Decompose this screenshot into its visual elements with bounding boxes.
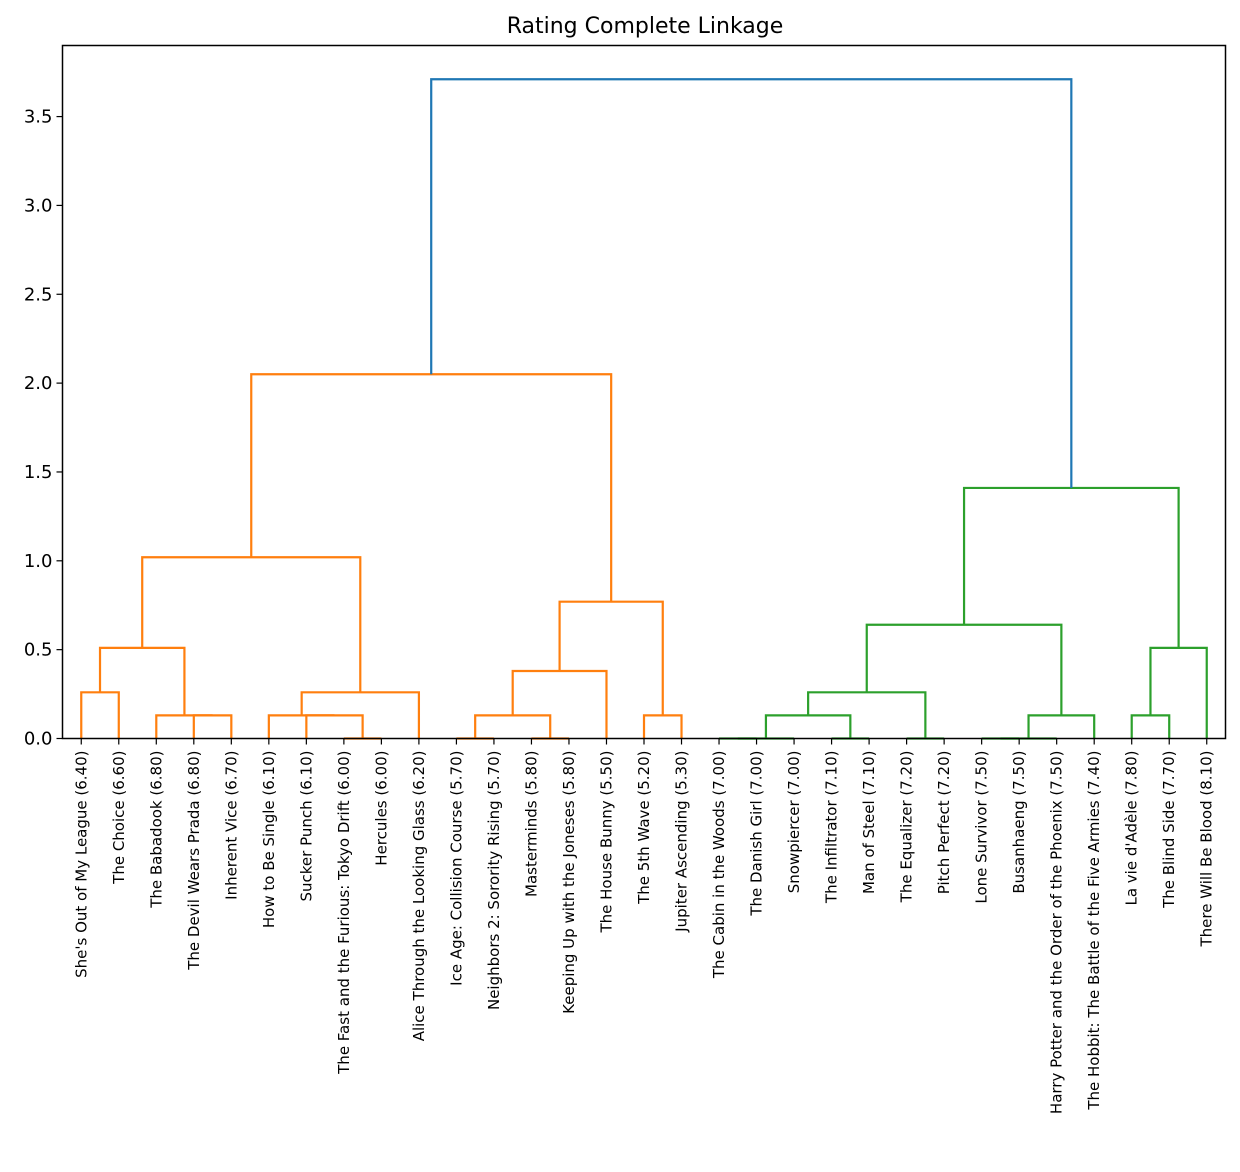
leaf-label: Pitch Perfect (7.20) <box>935 751 953 895</box>
y-tick-label: 1.5 <box>24 462 53 483</box>
x-axis-leaf-labels: She's Out of My League (6.40) The Choice … <box>72 738 1216 1115</box>
y-tick-label: 0.5 <box>24 640 53 661</box>
leaf-label: The Hobbit: The Battle of the Five Armie… <box>1085 751 1103 1111</box>
leaf-label: She's Out of My League (6.40) <box>72 751 90 978</box>
y-tick-label: 2.5 <box>24 284 53 305</box>
leaf-label: Harry Potter and the Order of the Phoeni… <box>1048 751 1066 1115</box>
leaf-label: Snowpiercer (7.00) <box>785 751 803 894</box>
leaf-label: The 5th Wave (5.20) <box>635 751 653 905</box>
leaf-label: The Fast and the Furious: Tokyo Drift (6… <box>335 751 353 1075</box>
y-tick-label: 2.0 <box>24 373 53 394</box>
leaf-label: The Choice (6.60) <box>110 751 128 885</box>
dendrogram-link <box>430 78 1073 488</box>
leaf-label: Inherent Vice (6.70) <box>222 751 240 900</box>
leaf-label: Alice Through the Looking Glass (6.20) <box>410 751 428 1042</box>
dendrogram-link <box>1149 646 1208 739</box>
dendrogram-links <box>80 78 1208 740</box>
dendrogram-link <box>962 486 1180 648</box>
dendrogram-link <box>474 714 552 739</box>
y-axis: 0.0 0.5 1.0 1.5 2.0 2.5 3.0 3.5 <box>24 107 63 750</box>
leaf-label: Lone Survivor (7.50) <box>973 751 991 904</box>
dendrogram-link <box>98 646 186 716</box>
leaf-label: Ice Age: Collision Course (5.70) <box>447 751 465 986</box>
y-tick-label: 3.5 <box>24 107 53 128</box>
leaf-label: The Blind Side (7.70) <box>1160 751 1178 909</box>
leaf-label: La vie d'Adèle (7.80) <box>1123 751 1141 906</box>
leaf-label: The Danish Girl (7.00) <box>748 751 766 917</box>
dendrogram-link <box>1130 714 1171 739</box>
leaf-label: Masterminds (5.80) <box>522 751 540 897</box>
leaf-label: Keeping Up with the Joneses (5.80) <box>560 751 578 1014</box>
leaf-label: Hercules (6.00) <box>372 751 390 866</box>
dendrogram-link <box>764 714 852 739</box>
leaf-label: The Cabin in the Woods (7.00) <box>710 751 728 980</box>
dendrogram-link <box>141 556 362 693</box>
leaf-label: How to Be Single (6.10) <box>260 751 278 929</box>
leaf-label: The Babadook (6.80) <box>147 751 165 909</box>
dendrogram-link <box>267 714 335 739</box>
dendrogram-link <box>511 669 608 739</box>
dendrogram-link <box>155 714 213 739</box>
dendrogram-link <box>558 600 664 716</box>
leaf-label: Sucker Punch (6.10) <box>297 751 315 902</box>
leaf-label: The Devil Wears Prada (6.80) <box>185 751 203 971</box>
dendrogram-link <box>1027 714 1096 739</box>
leaf-label: Neighbors 2: Sorority Rising (5.70) <box>485 751 503 1011</box>
leaf-label: There Will Be Blood (8.10) <box>1198 751 1216 948</box>
leaf-label: The Equalizer (7.20) <box>898 751 916 904</box>
leaf-label: Jupiter Ascending (5.30) <box>673 751 691 933</box>
dendrogram-link <box>305 714 364 739</box>
dendrogram-link <box>80 691 120 739</box>
dendrogram-link <box>865 623 1063 716</box>
plot-frame <box>61 44 1227 740</box>
y-tick-label: 3.0 <box>24 195 53 216</box>
y-tick-label: 1.0 <box>24 551 53 572</box>
dendrogram-link <box>250 373 613 602</box>
dendrogram-link <box>642 714 683 739</box>
leaf-label: Man of Steel (7.10) <box>860 751 878 895</box>
leaf-label: Busanhaeng (7.50) <box>1010 751 1028 894</box>
dendrogram-link <box>192 714 233 739</box>
y-tick-label: 0.0 <box>24 729 53 750</box>
leaf-label: The Infiltrator (7.10) <box>823 751 841 905</box>
leaf-label: The House Bunny (5.50) <box>597 751 615 934</box>
chart-title: Rating Complete Linkage <box>507 14 784 39</box>
